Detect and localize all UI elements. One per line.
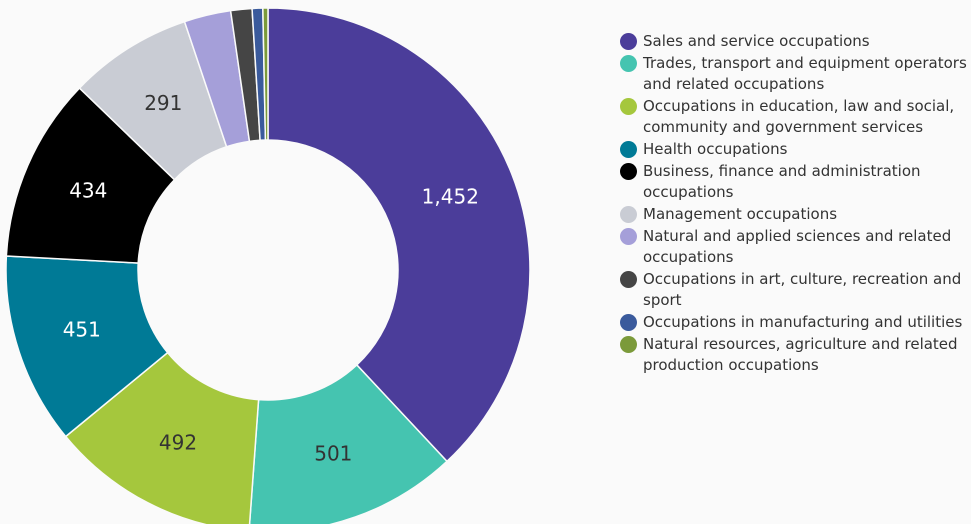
- legend-label: Sales and service occupations: [643, 32, 870, 50]
- legend-item: Health occupations: [620, 139, 970, 160]
- legend-item: Sales and service occupations: [620, 31, 970, 52]
- legend: Sales and service occupations Trades, tra…: [620, 31, 970, 377]
- data-label: 1,452: [422, 185, 479, 209]
- legend-label: Occupations in education, law and social…: [643, 97, 955, 136]
- legend-label: Health occupations: [643, 140, 788, 158]
- slice: [248, 363, 449, 524]
- legend-swatch: [620, 228, 637, 245]
- legend-swatch: [620, 33, 637, 50]
- legend-item: Occupations in manufacturing and utiliti…: [620, 312, 970, 333]
- legend-label: Management occupations: [643, 205, 838, 223]
- legend-swatch: [620, 163, 637, 180]
- legend-label: Natural resources, agriculture and relat…: [643, 335, 958, 374]
- data-label: 492: [159, 431, 197, 455]
- legend-swatch: [620, 336, 637, 353]
- legend-label: Trades, transport and equipment operator…: [643, 54, 967, 93]
- legend-item: Business, finance and administration occ…: [620, 161, 970, 203]
- data-label: 291: [144, 91, 182, 115]
- legend-item: Trades, transport and equipment operator…: [620, 53, 970, 95]
- legend-item: Occupations in education, law and social…: [620, 96, 970, 138]
- legend-item: Natural resources, agriculture and relat…: [620, 334, 970, 376]
- data-label: 451: [63, 318, 101, 342]
- chart: 1,452 501 492 451 434 291: [5, 7, 531, 524]
- legend-swatch: [620, 141, 637, 158]
- legend-item: Natural and applied sciences and related…: [620, 226, 970, 268]
- legend-label: Occupations in manufacturing and utiliti…: [643, 313, 963, 331]
- legend-swatch: [620, 98, 637, 115]
- legend-label: Occupations in art, culture, recreation …: [643, 270, 962, 309]
- legend-item: Occupations in art, culture, recreation …: [620, 269, 970, 311]
- legend-label: Business, finance and administration occ…: [643, 162, 921, 201]
- legend-label: Natural and applied sciences and related…: [643, 227, 952, 266]
- legend-swatch: [620, 314, 637, 331]
- legend-swatch: [620, 206, 637, 223]
- legend-swatch: [620, 271, 637, 288]
- legend-item: Management occupations: [620, 204, 970, 225]
- data-label: 434: [69, 178, 107, 202]
- slice: [267, 7, 531, 463]
- slice: [262, 7, 269, 141]
- legend-swatch: [620, 55, 637, 72]
- data-label: 501: [314, 441, 352, 465]
